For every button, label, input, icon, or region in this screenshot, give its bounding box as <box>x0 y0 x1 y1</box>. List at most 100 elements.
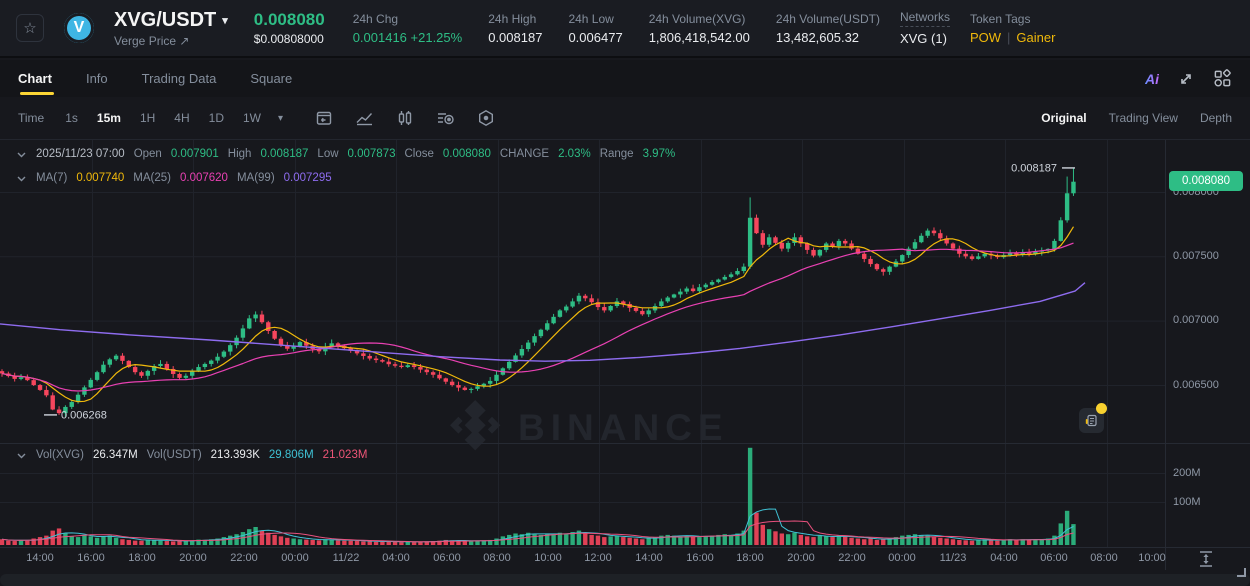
pair-selector[interactable]: XVG/USDT ▾ <box>114 9 228 32</box>
view-tabs: Original Trading View Depth <box>1041 111 1232 125</box>
token-tags-label: Token Tags <box>969 11 1031 26</box>
time-axis-label: 20:00 <box>787 552 815 564</box>
tab-trading-data[interactable]: Trading Data <box>141 71 217 86</box>
header-stat: 24h Volume(USDT) 13,482,605.32 <box>776 12 880 45</box>
view-tab-depth[interactable]: Depth <box>1199 111 1232 125</box>
line-chart-icon[interactable] <box>355 109 374 127</box>
ohlc-legend: 2025/11/23 07:00 Open 0.007901 High 0.00818… <box>16 148 675 160</box>
bottom-scrollbar[interactable] <box>0 574 1250 586</box>
pair-name: XVG/USDT <box>114 8 217 31</box>
notification-dot <box>1096 403 1107 414</box>
time-axis-label: 18:00 <box>736 552 764 564</box>
time-axis-label: 11/23 <box>939 552 967 564</box>
legend-label: Low <box>317 148 339 160</box>
time-axis-label: 04:00 <box>382 552 410 564</box>
collapse-chevron-icon[interactable] <box>16 173 27 184</box>
stat-label: 24h Low <box>568 11 614 26</box>
legend-label: CHANGE <box>499 148 550 160</box>
token-tags-values: POW | Gainer <box>970 30 1055 45</box>
time-axis-label: 14:00 <box>635 552 663 564</box>
collapse-chevron-icon[interactable] <box>16 149 27 160</box>
vol-value: 26.347M <box>92 449 138 461</box>
time-axis-label: 14:00 <box>26 552 54 564</box>
legend-value: 3.97% <box>642 148 676 160</box>
indicator-settings-icon[interactable] <box>436 109 455 127</box>
header-stats: 24h Chg 0.001416 +21.25% 24h High 0.008187 2… <box>353 12 880 45</box>
time-axis-label: 12:00 <box>584 552 612 564</box>
date-jump-icon[interactable] <box>315 109 333 127</box>
chart-toolbar: Time 1s 15m 1H 4H 1D 1W ▾ <box>0 97 1250 140</box>
stat-label: 24h Volume(XVG) <box>648 11 746 26</box>
time-axis-label: 16:00 <box>686 552 714 564</box>
page-tabs-items: Chart Info Trading Data Square <box>18 60 292 97</box>
ma-value: 0.007620 <box>179 172 228 184</box>
interval-1s[interactable]: 1s <box>65 111 78 125</box>
vol-value: 29.806M <box>268 449 314 461</box>
legend-label: High <box>227 148 252 160</box>
interval-15m[interactable]: 15m <box>96 111 121 125</box>
ohlc-fields: Open 0.007901 High 0.008187 Low 0.007873 Close… <box>134 148 676 160</box>
interval-buttons: 1s 15m 1H 4H 1D 1W <box>62 109 264 127</box>
time-label: Time <box>18 111 45 125</box>
legend-value: 2.03% <box>558 148 591 160</box>
time-axis-label: 06:00 <box>1040 552 1068 564</box>
stat-label: 24h High <box>488 11 537 26</box>
stat-label: 24h Chg <box>352 11 399 26</box>
apps-grid-icon[interactable] <box>1213 69 1232 88</box>
candle-timestamp: 2025/11/23 07:00 <box>36 148 125 160</box>
view-tab-trading-view[interactable]: Trading View <box>1108 111 1178 125</box>
networks-stat[interactable]: Networks XVG (1) <box>899 10 950 46</box>
price-chart-canvas[interactable]: BINANCE 0.008187 0.006268 <box>0 140 1250 586</box>
star-icon: ☆ <box>23 20 37 37</box>
header-stat: 24h Low 0.006477 <box>568 12 622 45</box>
legend-value: 0.008080 <box>442 148 491 160</box>
legend-value: 0.008187 <box>260 148 309 160</box>
interval-1w[interactable]: 1W <box>242 111 261 125</box>
tab-info[interactable]: Info <box>85 71 108 86</box>
legend-value: 0.007901 <box>170 148 219 160</box>
pair-header: ☆ V XVG/USDT ▾ Verge Price ↗ 0.008080 $0… <box>0 0 1250 58</box>
favorite-button[interactable]: ☆ <box>16 14 44 42</box>
page-tabs: Chart Info Trading Data Square Ai <box>0 60 1250 97</box>
ai-assistant-button[interactable]: Ai <box>1145 70 1159 87</box>
last-price-badge: 0.008080 <box>1169 171 1243 191</box>
vol-value: 21.023M <box>322 449 368 461</box>
stat-value: 13,482,605.32 <box>775 29 860 45</box>
settings-icon[interactable] <box>477 109 495 127</box>
stat-value: 0.008187 <box>488 29 543 45</box>
interval-4h[interactable]: 4H <box>174 111 190 125</box>
expand-icon[interactable] <box>1177 70 1195 88</box>
time-axis-label: 20:00 <box>179 552 207 564</box>
collapse-chevron-icon[interactable] <box>16 450 27 461</box>
candlestick-icon[interactable] <box>396 109 414 127</box>
time-axis-label: 22:00 <box>838 552 866 564</box>
price-axis-label: 0.007500 <box>1173 250 1219 262</box>
token-tag[interactable]: Gainer <box>1016 29 1056 45</box>
resize-corner-handle[interactable] <box>1237 568 1246 577</box>
interval-dropdown-caret[interactable]: ▾ <box>277 112 284 124</box>
networks-label: Networks <box>899 10 950 27</box>
view-tab-original[interactable]: Original <box>1041 111 1087 125</box>
time-axis-label: 18:00 <box>128 552 156 564</box>
pair-subtitle-link[interactable]: Verge Price ↗ <box>114 33 190 48</box>
time-axis-label: 10:00 <box>534 552 562 564</box>
token-tag[interactable]: POW <box>969 29 1002 45</box>
interval-1h[interactable]: 1H <box>139 111 156 125</box>
vol-value: 213.393K <box>210 449 260 461</box>
time-axis-label: 16:00 <box>77 552 105 564</box>
time-axis-label: 22:00 <box>230 552 258 564</box>
auto-fit-axis-icon[interactable] <box>1194 549 1218 569</box>
ma-value: 0.007295 <box>283 172 332 184</box>
ma-legend: MA(7) 0.007740 MA(25) 0.007620 MA(99) 0.00729… <box>16 172 332 184</box>
volume-axis-label: 200M <box>1173 467 1201 479</box>
tab-square[interactable]: Square <box>250 71 293 86</box>
tab-chart[interactable]: Chart <box>18 60 54 97</box>
vol-label: Vol(USDT) <box>146 449 202 461</box>
chevron-down-icon: ▾ <box>222 14 228 27</box>
price-axis-label: 0.006500 <box>1173 379 1219 391</box>
stat-value: 0.006477 <box>568 29 623 45</box>
svg-text:0.006268: 0.006268 <box>61 409 107 421</box>
interval-1d[interactable]: 1D <box>208 111 224 125</box>
time-axis-label: 00:00 <box>281 552 309 564</box>
